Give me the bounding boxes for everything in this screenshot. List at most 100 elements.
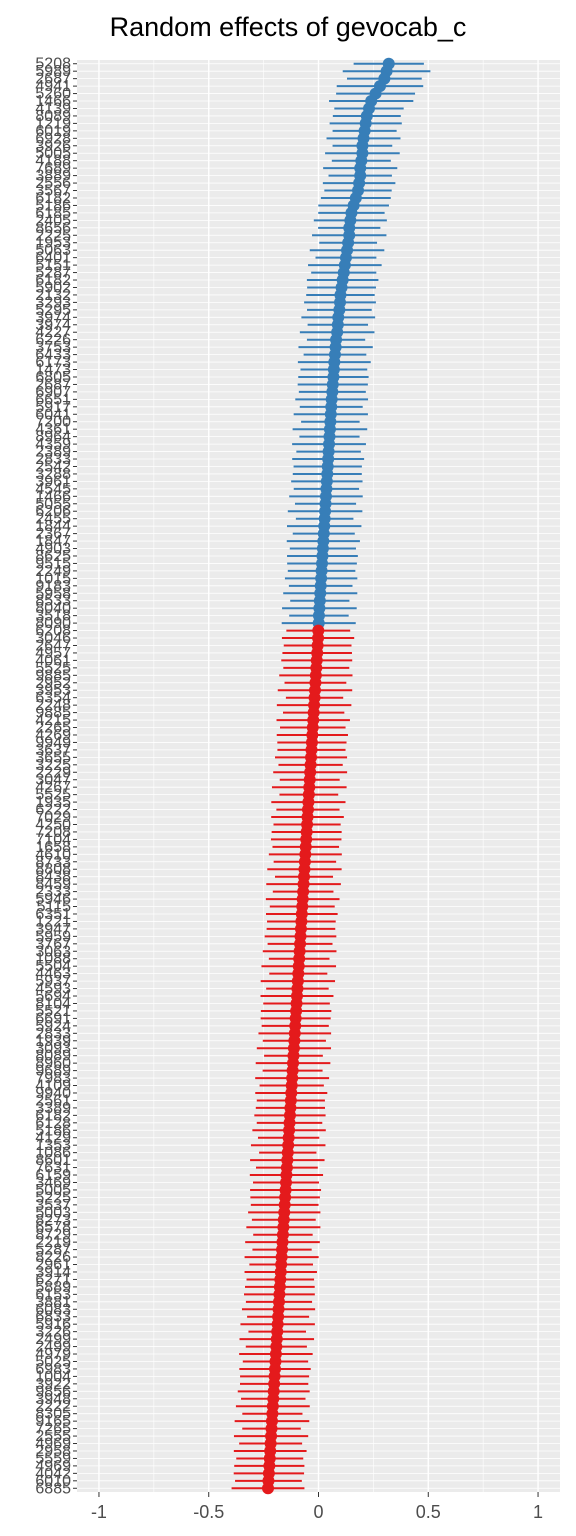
y-tick-label: 4139 [35,100,71,117]
y-tick-label: 8089 [35,1048,71,1065]
y-tick-label: 9885 [35,667,71,684]
y-tick-label: 7208 [35,824,71,841]
x-tick-label: -1 [91,1502,107,1522]
y-tick-label: 5287 [35,1242,71,1259]
y-tick-label: 4250 [35,816,71,833]
y-tick-label: 6153 [35,1286,71,1303]
y-tick-label: 5504 [35,958,71,975]
y-tick-label: 4610 [35,846,71,863]
y-tick-label: 5151 [35,257,71,274]
y-tick-label: 8104 [35,995,71,1012]
y-tick-label: 6805 [35,369,71,386]
y-tick-label: 2249 [35,563,71,580]
y-tick-label: 9515 [35,555,71,572]
y-tick-label: 6351 [35,906,71,923]
y-tick-label: 3922 [35,1376,71,1393]
y-tick-label: 4129 [35,1130,71,1147]
y-tick-label: 6222 [35,802,71,819]
y-tick-label: 1466 [35,488,71,505]
y-tick-label: 5260 [35,86,71,103]
y-tick-label: 2958 [35,1443,71,1460]
y-tick-label: 2556 [35,175,71,192]
y-tick-label: 9183 [35,578,71,595]
y-tick-label: 3974 [35,309,71,326]
y-tick-label: 6885 [35,1480,71,1497]
y-tick-label: 2389 [35,444,71,461]
y-tick-label: 8733 [35,854,71,871]
y-tick-label: 9689 [35,1063,71,1080]
y-tick-label: 7265 [35,1421,71,1438]
y-tick-label: 2229 [35,764,71,781]
y-tick-label: 7104 [35,831,71,848]
y-tick-label: 8601 [35,1152,71,1169]
y-tick-label: 5525 [35,787,71,804]
x-tick-label: 0 [313,1502,323,1522]
y-tick-label: 2248 [35,697,71,714]
y-tick-label: 1004 [35,1368,71,1385]
y-tick-label: 6173 [35,354,71,371]
y-tick-label: 5694 [35,988,71,1005]
y-tick-label: 8040 [35,600,71,617]
y-tick-label: 3655 [35,749,71,766]
y-tick-label: 8305 [35,1406,71,1423]
y-tick-label: 5959 [35,928,71,945]
y-tick-label: 2647 [35,637,71,654]
y-tick-label: 8090 [35,615,71,632]
chart-title: Random effects of gevocab_c [109,12,467,42]
y-tick-label: 4227 [35,324,71,341]
y-tick-label: 3947 [35,921,71,938]
y-tick-label: 6907 [35,384,71,401]
y-tick-label: 4941 [35,78,71,95]
y-tick-label: 5525 [35,660,71,677]
y-tick-label: 8964 [35,429,71,446]
y-tick-label: 4269 [35,727,71,744]
y-tick-label: 8533 [35,593,71,610]
y-tick-label: 2225 [35,227,71,244]
y-tick-label: 3389 [35,1100,71,1117]
y-tick-label: 2499 [35,1331,71,1348]
y-tick-label: 4463 [35,966,71,983]
y-tick-label: 1015 [35,570,71,587]
y-tick-label: 5916 [35,1316,71,1333]
y-tick-label: 5989 [35,63,71,80]
y-tick-label: 1935 [35,794,71,811]
y-tick-label: 1847 [35,533,71,550]
y-tick-label: 6010 [35,1473,71,1490]
y-tick-label: 6208 [35,623,71,640]
y-tick-label: 3047 [35,772,71,789]
y-tick-label: 6128 [35,1115,71,1132]
y-tick-label: 5295 [35,302,71,319]
y-tick-label: 5005 [35,145,71,162]
y-tick-label: 6354 [35,690,71,707]
y-tick-label: 3063 [35,943,71,960]
y-tick-label: 4215 [35,712,71,729]
y-tick-label: 6401 [35,250,71,267]
y-tick-label: 5115 [37,899,72,916]
y-tick-label: 5055 [35,496,71,513]
y-tick-label: 1088 [35,951,71,968]
y-tick-label: 9856 [35,1383,71,1400]
y-tick-label: 5521 [35,1003,71,1020]
y-tick-label: 4545 [35,481,71,498]
y-tick-label: 5559 [35,1450,71,1467]
y-tick-label: 6182 [35,190,71,207]
y-tick-label: 9165 [35,1413,71,1430]
y-tick-label: 1219 [35,115,71,132]
y-tick-label: 2833 [35,1025,71,1042]
y-tick-label: 5889 [35,1279,71,1296]
y-tick-label: 4969 [35,1436,71,1453]
y-tick-label: 3926 [35,138,71,155]
y-tick-label: 5937 [35,973,71,990]
y-tick-label: 6983 [35,1361,71,1378]
y-tick-label: 2952 [35,675,71,692]
y-tick-label: 5003 [35,1204,71,1221]
y-tick-label: 1658 [35,839,71,856]
y-tick-label: 2687 [35,376,71,393]
y-tick-label: 5005 [35,1182,71,1199]
y-tick-label: 5902 [35,279,71,296]
y-tick-label: 6182 [35,1107,71,1124]
y-tick-label: 3567 [35,183,71,200]
y-tick-label: 8625 [35,548,71,565]
y-tick-label: 6185 [35,205,71,222]
